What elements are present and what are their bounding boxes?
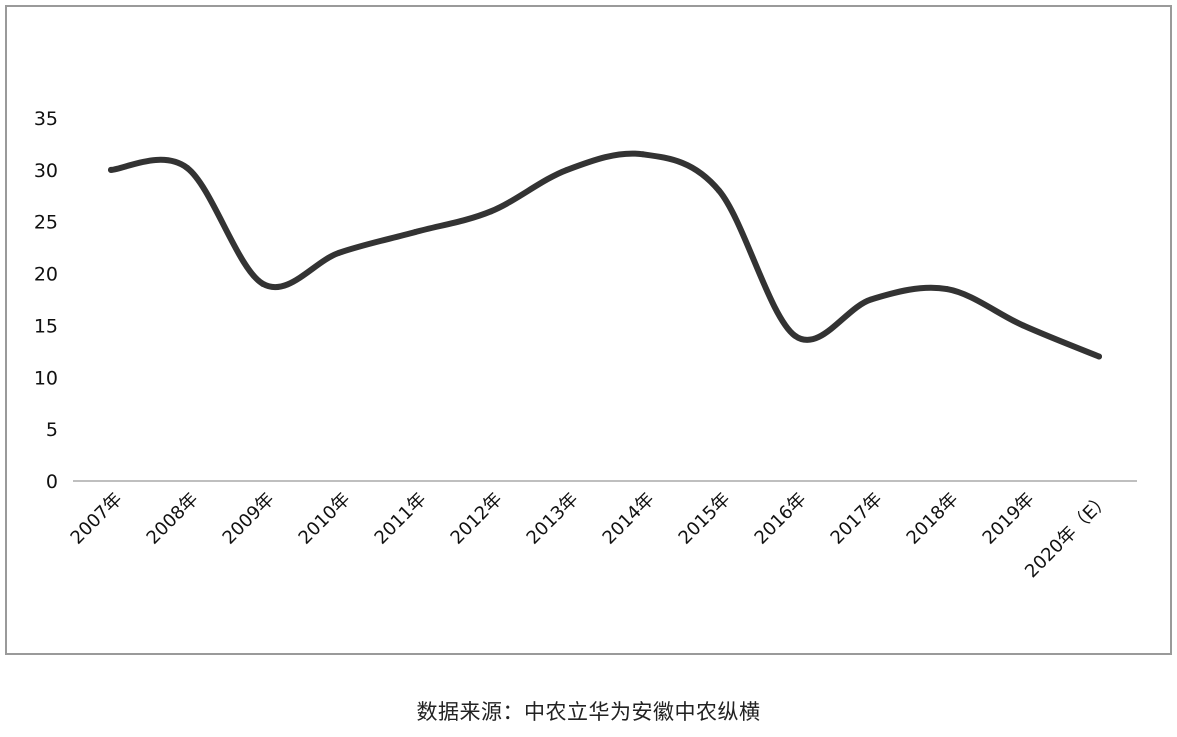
y-axis-tick-labels: 0 5 10 15 20 25 30 35 (34, 108, 58, 493)
x-tick-label: 2013年 (523, 489, 583, 549)
chart-frame (5, 5, 1172, 655)
y-tick-label: 10 (34, 367, 58, 389)
x-axis-tick-labels: 2007年 2008年 2009年 2010年 2011年 2012年 2013年 2014年… (67, 489, 1115, 582)
x-tick-label: 2011年 (371, 489, 431, 549)
y-tick-label: 5 (46, 419, 58, 441)
x-tick-label: 2012年 (447, 489, 507, 549)
data-point (640, 151, 646, 158)
x-tick-label: 2019年 (979, 489, 1039, 549)
data-point (260, 280, 266, 287)
x-tick-label: 2008年 (143, 489, 203, 549)
data-point (792, 332, 798, 339)
data-point (488, 208, 494, 215)
y-tick-label: 20 (34, 264, 58, 286)
y-tick-label: 30 (34, 160, 58, 182)
x-tick-label: 2015年 (675, 489, 735, 549)
data-point (336, 249, 342, 256)
x-tick-label: 2009年 (219, 489, 279, 549)
y-tick-label: 25 (34, 212, 58, 234)
x-tick-label: 2018年 (903, 489, 963, 549)
data-point (564, 166, 570, 173)
y-tick-label: 35 (34, 108, 58, 130)
series-line (108, 150, 1102, 360)
data-point (108, 166, 114, 173)
data-point (1020, 322, 1026, 329)
data-point (716, 187, 722, 194)
data-point (184, 164, 190, 171)
source-note: 数据来源：中农立华为安徽中农纵横 (416, 700, 761, 724)
x-tick-label: 2014年 (599, 489, 659, 549)
data-point (412, 229, 418, 236)
y-tick-label: 0 (46, 471, 58, 493)
data-point (1096, 353, 1102, 360)
x-tick-label: 2017年 (827, 489, 887, 549)
data-points (108, 151, 1102, 360)
y-tick-label: 15 (34, 315, 58, 337)
data-point (944, 286, 950, 293)
x-tick-label: 2010年 (295, 489, 355, 549)
data-point (868, 296, 874, 303)
x-tick-label: 2016年 (751, 489, 811, 549)
x-tick-label: 2007年 (67, 489, 127, 549)
